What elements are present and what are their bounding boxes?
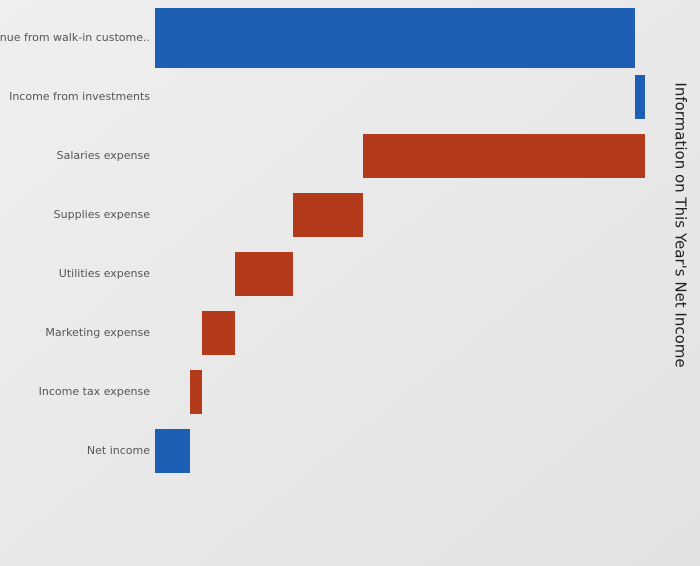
bar (235, 252, 293, 296)
bar (363, 134, 645, 178)
bar (635, 75, 645, 119)
category-label: Utilities expense (59, 267, 150, 280)
category-label: Income from investments (9, 90, 150, 103)
category-label: Marketing expense (45, 326, 150, 339)
category-label: Salaries expense (57, 149, 151, 162)
bar (190, 370, 202, 414)
chart-title: Information on This Year's Net Income (672, 82, 690, 367)
bar (202, 311, 235, 355)
bar (155, 429, 190, 473)
bar (155, 8, 635, 68)
category-label: Net income (87, 444, 150, 457)
category-label: Supplies expense (54, 208, 151, 221)
bar (293, 193, 363, 237)
category-label: Revenue from walk-in custome.. (0, 31, 150, 44)
category-label: Income tax expense (39, 385, 151, 398)
